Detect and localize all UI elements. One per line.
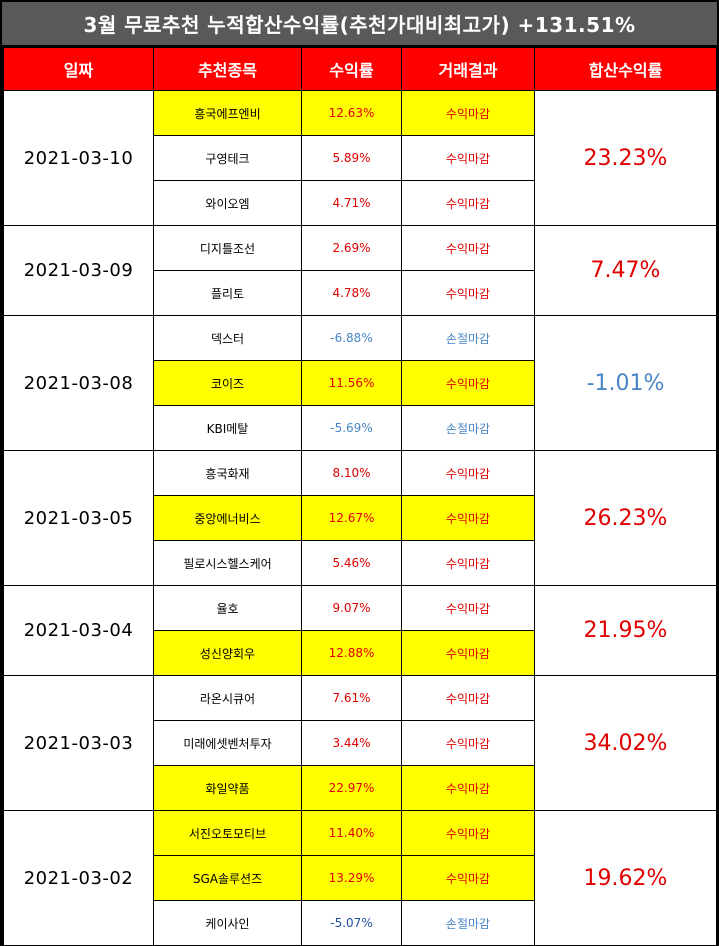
result-cell: 수익마감 [401,135,535,181]
result-cell: 수익마감 [401,180,535,226]
date-cell: 2021-03-08 [3,315,154,451]
header-return: 수익률 [301,47,402,91]
total-return-cell: 21.95% [534,585,717,676]
returns-table: 일짜 추천종목 수익률 거래결과 합산수익률 2021-03-10 흥국에프엔비 1… [3,47,717,946]
result-cell: 수익마감 [401,90,535,136]
total-return-cell: 23.23% [534,90,717,226]
total-return-cell: 7.47% [534,225,717,316]
stock-name-cell: KBI메탈 [153,405,302,451]
date-cell: 2021-03-09 [3,225,154,316]
return-cell: 3.44% [301,720,402,766]
return-cell: -5.07% [301,900,402,946]
return-cell: 11.56% [301,360,402,406]
stock-name-cell: 흥국화재 [153,450,302,496]
table-row: 2021-03-05 흥국화재 8.10% 수익마감 26.23% [3,450,717,586]
table-row: KBI메탈 -5.69% 손절마감 [4,405,717,451]
table-header-row: 일짜 추천종목 수익률 거래결과 합산수익률 [3,47,717,91]
stock-name-cell: 성신양회우 [153,630,302,676]
stock-name-cell: 와이오엠 [153,180,302,226]
result-cell: 수익마감 [401,720,535,766]
header-result: 거래결과 [401,47,535,91]
stock-name-cell: SGA솔루션즈 [153,855,302,901]
stock-name-cell: 라온시큐어 [153,675,302,721]
return-cell: 11.40% [301,810,402,856]
return-cell: 12.67% [301,495,402,541]
date-cell: 2021-03-04 [3,585,154,676]
table-row: 필로시스헬스케어 5.46% 수익마감 [4,540,717,586]
stock-name-cell: 덱스터 [153,315,302,361]
result-cell: 수익마감 [401,225,535,271]
total-return-cell: 26.23% [534,450,717,586]
stock-name-cell: 코이즈 [153,360,302,406]
page-title: 3월 무료추천 누적합산수익률(추천가대비최고가) +131.51% [2,2,717,45]
return-cell: 2.69% [301,225,402,271]
table-row: 와이오엠 4.71% 수익마감 [4,180,717,226]
header-date: 일짜 [3,47,154,91]
table-row: 2021-03-04 율호 9.07% 수익마감 21.95% [3,585,717,676]
stock-name-cell: 서진오토모티브 [153,810,302,856]
return-cell: -5.69% [301,405,402,451]
header-total-return: 합산수익률 [534,47,717,91]
stock-name-cell: 플리토 [153,270,302,316]
header-stock: 추천종목 [153,47,302,91]
result-cell: 손절마감 [401,405,535,451]
stock-name-cell: 율호 [153,585,302,631]
result-cell: 수익마감 [401,450,535,496]
return-cell: 12.88% [301,630,402,676]
table-row: 구영테크 5.89% 수익마감 [4,135,717,181]
return-cell: 22.97% [301,765,402,811]
result-cell: 수익마감 [401,855,535,901]
table-row: 플리토 4.78% 수익마감 [4,270,717,316]
total-return-cell: 19.62% [534,810,717,946]
return-cell: 13.29% [301,855,402,901]
stock-name-cell: 흥국에프엔비 [153,90,302,136]
table-row: 성신양회우 12.88% 수익마감 [4,630,717,676]
stock-name-cell: 구영테크 [153,135,302,181]
return-cell: 4.78% [301,270,402,316]
table-body: 2021-03-10 흥국에프엔비 12.63% 수익마감 23.23% 구영테크 5.89… [3,90,717,946]
stock-name-cell: 화일약품 [153,765,302,811]
stock-name-cell: 케이사인 [153,900,302,946]
result-cell: 수익마감 [401,495,535,541]
return-cell: 8.10% [301,450,402,496]
stock-name-cell: 디지틀조선 [153,225,302,271]
total-return-cell: 34.02% [534,675,717,811]
return-cell: -6.88% [301,315,402,361]
return-cell: 5.89% [301,135,402,181]
result-cell: 손절마감 [401,900,535,946]
stock-name-cell: 중앙에너비스 [153,495,302,541]
date-cell: 2021-03-10 [3,90,154,226]
date-cell: 2021-03-05 [3,450,154,586]
result-cell: 손절마감 [401,315,535,361]
return-cell: 9.07% [301,585,402,631]
result-cell: 수익마감 [401,810,535,856]
return-cell: 7.61% [301,675,402,721]
result-cell: 수익마감 [401,360,535,406]
result-cell: 수익마감 [401,675,535,721]
result-cell: 수익마감 [401,585,535,631]
table-row: 케이사인 -5.07% 손절마감 [4,900,717,946]
table-row: 화일약품 22.97% 수익마감 [4,765,717,811]
return-cell: 5.46% [301,540,402,586]
table-row: 2021-03-02 서진오토모티브 11.40% 수익마감 19.62% [3,810,717,946]
result-cell: 수익마감 [401,765,535,811]
table-row: 2021-03-10 흥국에프엔비 12.63% 수익마감 23.23% [3,90,717,226]
date-cell: 2021-03-03 [3,675,154,811]
stock-name-cell: 필로시스헬스케어 [153,540,302,586]
result-cell: 수익마감 [401,630,535,676]
table-row: 2021-03-09 디지틀조선 2.69% 수익마감 7.47% [3,225,717,316]
table-row: 2021-03-03 라온시큐어 7.61% 수익마감 34.02% [3,675,717,811]
table-row: 중앙에너비스 12.67% 수익마감 [4,495,717,541]
table-row: 코이즈 11.56% 수익마감 [4,360,717,406]
total-return-cell: -1.01% [534,315,717,451]
table-row: 2021-03-08 덱스터 -6.88% 손절마감 -1.01% [3,315,717,451]
return-cell: 4.71% [301,180,402,226]
table-row: SGA솔루션즈 13.29% 수익마감 [4,855,717,901]
stock-name-cell: 미래에셋벤처투자 [153,720,302,766]
date-cell: 2021-03-02 [3,810,154,946]
result-cell: 수익마감 [401,270,535,316]
return-cell: 12.63% [301,90,402,136]
result-cell: 수익마감 [401,540,535,586]
